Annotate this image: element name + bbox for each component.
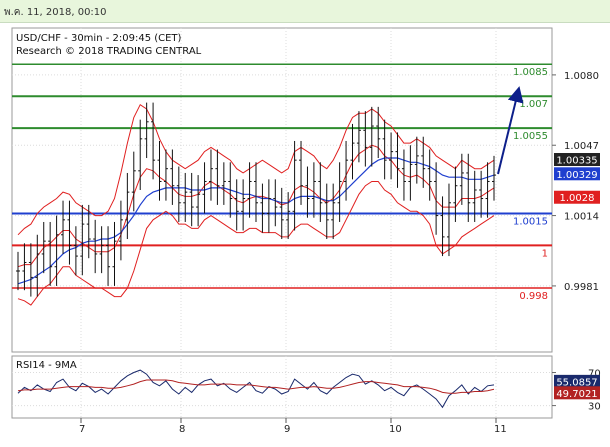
- price-badge-box: [554, 167, 600, 181]
- price-badge-box: [554, 153, 600, 167]
- rsi-y-tick-label: 70: [588, 369, 601, 380]
- x-tick-label: 11: [494, 424, 507, 435]
- y-tick-label: 1.0047: [564, 141, 599, 152]
- x-tick-label: 7: [79, 424, 85, 435]
- datetime-label: พ.ค. 11, 2018, 00:10: [4, 7, 107, 18]
- rsi-badge-box: [554, 374, 600, 388]
- price-badge-box: [554, 190, 600, 204]
- level-label: 1: [542, 248, 548, 259]
- rsi-ma-line: [17, 379, 495, 394]
- x-tick-label: 9: [284, 424, 290, 435]
- x-tick-label: 10: [389, 424, 402, 435]
- chart-title: USD/CHF - 30min - 2:09:45 (CET): [16, 33, 182, 44]
- rsi-y-tick-label: 30: [588, 402, 601, 413]
- price-axis: 1.0080 1.0047 1.0014 0.9981: [552, 71, 599, 293]
- level-label: 1.0085: [513, 67, 548, 78]
- y-tick-label: 1.0080: [564, 71, 599, 82]
- price-badges: 1.00335 1.00329 1.0028: [554, 153, 600, 204]
- rsi-badge-box: [554, 386, 600, 400]
- price-badge-label: 1.0028: [560, 193, 595, 204]
- rsi-axis: 70 30: [552, 369, 601, 413]
- x-tick-label: 8: [179, 424, 185, 435]
- chart-subtitle: Research © 2018 TRADING CENTRAL: [16, 46, 202, 57]
- price-bars-layer: [16, 102, 496, 297]
- price-badge-label: 1.00335: [556, 156, 597, 167]
- rsi-label: RSI14 - 9MA: [16, 360, 77, 371]
- level-label: 1.0015: [513, 216, 548, 227]
- forecast-layer: [497, 86, 524, 175]
- level-label: 1.0055: [513, 131, 548, 142]
- y-tick-label: 0.9981: [564, 282, 599, 293]
- date-bar: พ.ค. 11, 2018, 00:10: [0, 0, 610, 23]
- rsi-badge-label: 49.7021: [556, 389, 597, 400]
- forecast-arrow: [497, 86, 524, 175]
- price-badge-label: 1.00329: [556, 170, 597, 181]
- rsi-line: [17, 369, 495, 409]
- level-label: 0.998: [519, 291, 548, 302]
- time-axis: 7 8 9 10 11: [79, 418, 507, 435]
- rsi-badge-label: 55.0857: [556, 377, 597, 388]
- y-tick-label: 1.0014: [564, 212, 599, 223]
- lower-band-line: [17, 181, 495, 306]
- level-label: 1.007: [519, 99, 548, 110]
- rsi-lines-layer: [17, 369, 495, 409]
